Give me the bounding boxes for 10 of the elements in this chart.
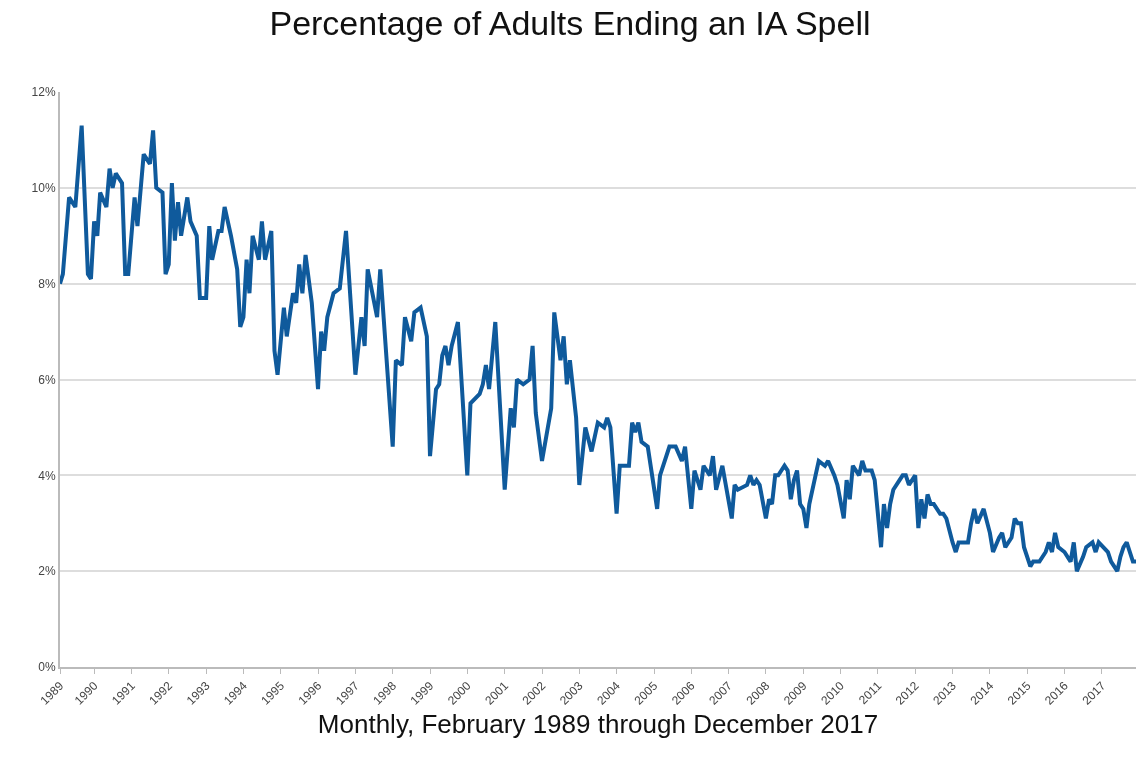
y-tick-label: 0% (38, 660, 56, 675)
line-series (60, 123, 1136, 574)
y-tick-label: 4% (38, 468, 56, 483)
chart-title: Percentage of Adults Ending an IA Spell (269, 4, 871, 43)
y-tick-label: 12% (31, 85, 56, 100)
y-tick-label: 2% (38, 564, 56, 579)
x-axis-title: Monthly, February 1989 through December 2017 (317, 708, 879, 739)
y-tick-label: 6% (38, 372, 56, 387)
y-tick-label: 8% (38, 276, 56, 291)
y-tick-label: 10% (31, 181, 56, 196)
